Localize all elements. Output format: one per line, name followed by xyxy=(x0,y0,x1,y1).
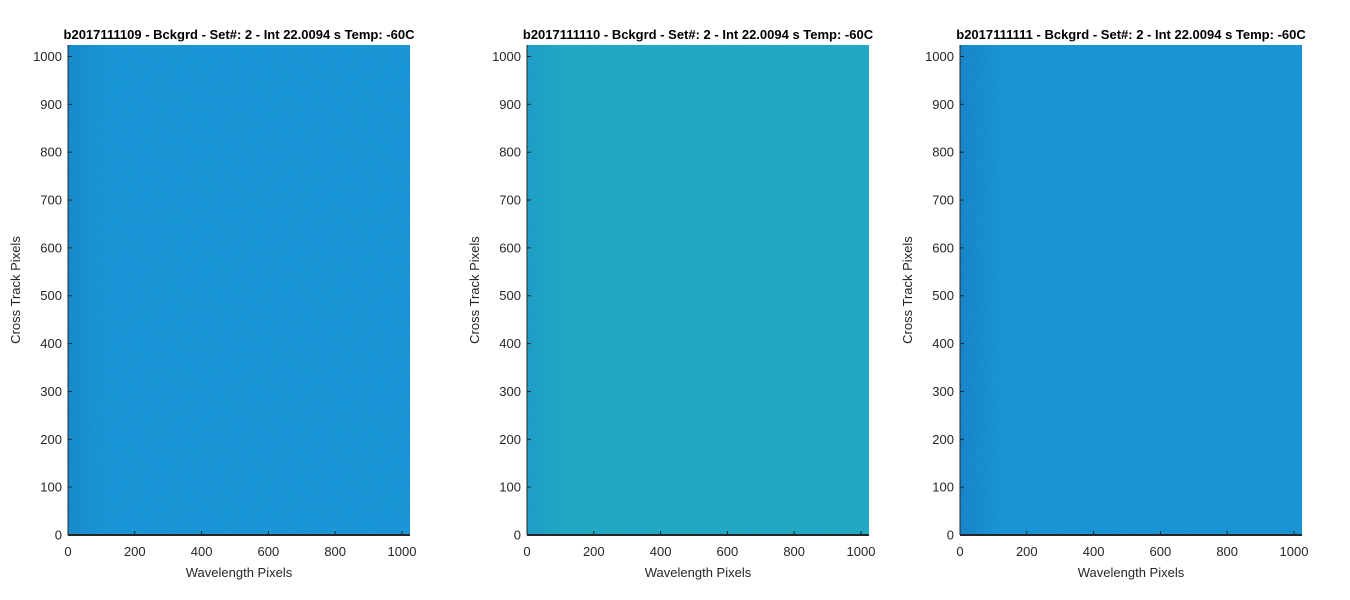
y-tick-label: 800 xyxy=(499,145,521,160)
y-tick-label: 800 xyxy=(40,145,62,160)
x-tick-label: 800 xyxy=(1216,544,1238,559)
x-tick-label: 1000 xyxy=(1280,544,1309,559)
heatmap-noise-overlay xyxy=(960,45,1302,535)
y-tick-label: 200 xyxy=(499,432,521,447)
y-tick-label: 100 xyxy=(932,480,954,495)
y-tick-label: 400 xyxy=(932,336,954,351)
y-tick-label: 500 xyxy=(499,288,521,303)
y-tick-label: 700 xyxy=(932,193,954,208)
chart-title: b2017111111 - Bckgrd - Set#: 2 - Int 22.… xyxy=(956,27,1306,42)
heatmap-noise-overlay xyxy=(68,45,410,535)
y-tick-label: 1000 xyxy=(492,49,521,64)
x-tick-label: 600 xyxy=(258,544,280,559)
x-tick-label: 0 xyxy=(523,544,530,559)
y-axis-label: Cross Track Pixels xyxy=(8,236,23,344)
chart-panel-2: 0 200 400 600 800 1000 0 100 200 300 400 500 600 700 8… xyxy=(467,27,875,580)
chart-title: b2017111109 - Bckgrd - Set#: 2 - Int 22.… xyxy=(64,27,416,42)
x-tick-label: 400 xyxy=(1083,544,1105,559)
y-tick-label: 0 xyxy=(947,528,954,543)
y-tick-label: 700 xyxy=(499,193,521,208)
y-tick-label: 200 xyxy=(932,432,954,447)
y-tick-label: 300 xyxy=(40,384,62,399)
y-tick-label: 100 xyxy=(499,480,521,495)
chart-panel-1: 0 200 400 600 800 1000 0 100 200 300 400 500 600 700 8… xyxy=(8,27,416,580)
y-tick-label: 600 xyxy=(40,240,62,255)
x-tick-label: 200 xyxy=(583,544,605,559)
y-tick-label: 200 xyxy=(40,432,62,447)
x-tick-label: 800 xyxy=(783,544,805,559)
y-tick-label: 100 xyxy=(40,480,62,495)
y-tick-label: 700 xyxy=(40,193,62,208)
chart-panel-3: 0 200 400 600 800 1000 0 100 200 300 400 500 600 700 8… xyxy=(900,27,1308,580)
chart-title: b2017111110 - Bckgrd - Set#: 2 - Int 22.… xyxy=(523,27,874,42)
x-tick-label: 0 xyxy=(64,544,71,559)
y-axis-label: Cross Track Pixels xyxy=(900,236,915,344)
x-tick-label: 600 xyxy=(1150,544,1172,559)
x-tick-label: 400 xyxy=(191,544,213,559)
y-tick-label: 400 xyxy=(40,336,62,351)
y-tick-label: 900 xyxy=(499,97,521,112)
y-tick-label: 500 xyxy=(932,288,954,303)
y-axis-label: Cross Track Pixels xyxy=(467,236,482,344)
x-tick-label: 1000 xyxy=(388,544,417,559)
y-tick-label: 1000 xyxy=(925,49,954,64)
x-tick-label: 1000 xyxy=(847,544,876,559)
x-axis-label: Wavelength Pixels xyxy=(645,565,752,580)
x-tick-label: 200 xyxy=(124,544,146,559)
y-tick-label: 600 xyxy=(499,240,521,255)
y-tick-label: 300 xyxy=(932,384,954,399)
heatmap-noise-overlay xyxy=(527,45,869,535)
y-tick-label: 0 xyxy=(514,528,521,543)
x-tick-label: 800 xyxy=(324,544,346,559)
y-tick-label: 1000 xyxy=(33,49,62,64)
y-tick-label: 900 xyxy=(932,97,954,112)
x-tick-label: 400 xyxy=(650,544,672,559)
y-tick-label: 900 xyxy=(40,97,62,112)
y-tick-label: 400 xyxy=(499,336,521,351)
x-tick-label: 200 xyxy=(1016,544,1038,559)
x-axis-label: Wavelength Pixels xyxy=(1078,565,1185,580)
y-tick-label: 0 xyxy=(55,528,62,543)
y-tick-label: 500 xyxy=(40,288,62,303)
x-axis-label: Wavelength Pixels xyxy=(186,565,293,580)
y-tick-label: 300 xyxy=(499,384,521,399)
x-tick-label: 0 xyxy=(956,544,963,559)
y-tick-label: 600 xyxy=(932,240,954,255)
x-tick-label: 600 xyxy=(717,544,739,559)
y-tick-label: 800 xyxy=(932,145,954,160)
